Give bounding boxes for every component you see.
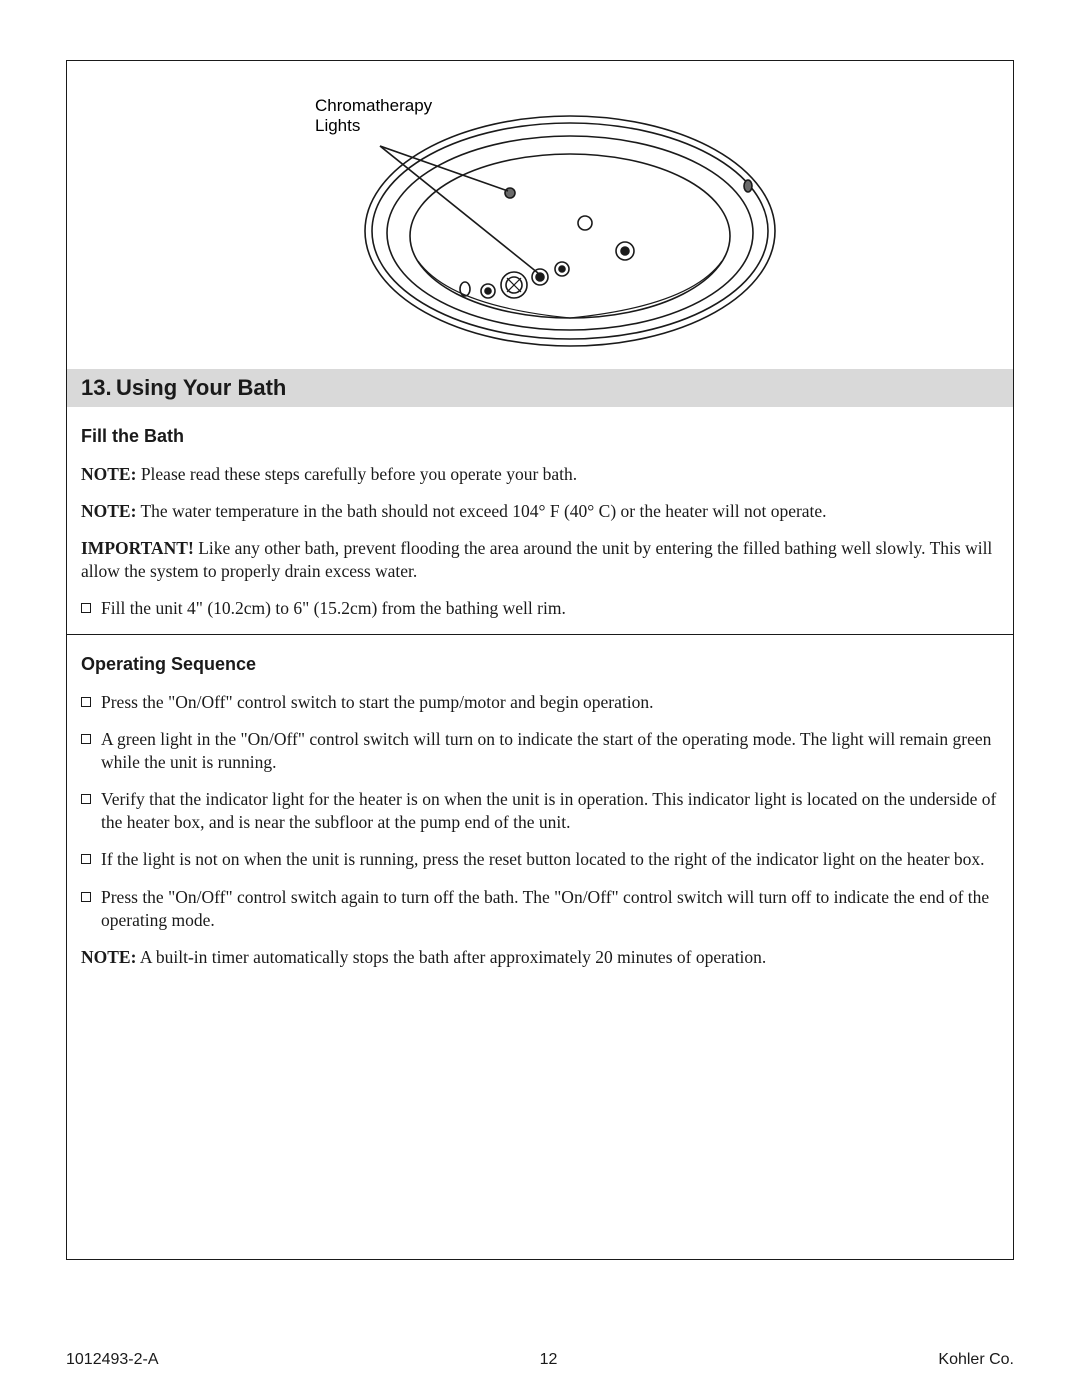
op-bullet-4-text: If the light is not on when the unit is … <box>101 848 999 871</box>
important-label: IMPORTANT! <box>81 538 194 558</box>
subheading-operating: Operating Sequence <box>81 653 999 677</box>
diagram-label-line1: Chromatherapy <box>315 96 433 115</box>
operating-note-text: A built-in timer automatically stops the… <box>136 947 766 967</box>
operating-note: NOTE: A built-in timer automatically sto… <box>81 946 999 969</box>
note-2-label: NOTE: <box>81 501 136 521</box>
bath-diagram: Chromatherapy Lights <box>300 71 780 361</box>
footer-doc-number: 1012493-2-A <box>66 1351 159 1369</box>
checkbox-icon <box>81 794 91 804</box>
diagram-container: Chromatherapy Lights <box>67 61 1013 369</box>
fill-bullet-1: Fill the unit 4" (10.2cm) to 6" (15.2cm)… <box>81 597 999 620</box>
operating-note-label: NOTE: <box>81 947 136 967</box>
checkbox-icon <box>81 892 91 902</box>
op-bullet-1: Press the "On/Off" control switch to sta… <box>81 691 999 714</box>
op-bullet-3: Verify that the indicator light for the … <box>81 788 999 834</box>
checkbox-icon <box>81 854 91 864</box>
op-bullet-2-text: A green light in the "On/Off" control sw… <box>101 728 999 774</box>
checkbox-icon <box>81 697 91 707</box>
checkbox-icon <box>81 734 91 744</box>
section-heading: 13. Using Your Bath <box>67 369 1013 407</box>
important-text: Like any other bath, prevent flooding th… <box>81 538 992 581</box>
op-bullet-2: A green light in the "On/Off" control sw… <box>81 728 999 774</box>
footer-page-number: 12 <box>540 1351 558 1369</box>
op-bullet-1-text: Press the "On/Off" control switch to sta… <box>101 691 999 714</box>
op-bullet-5-text: Press the "On/Off" control switch again … <box>101 886 999 932</box>
footer-company: Kohler Co. <box>938 1351 1014 1369</box>
op-bullet-5: Press the "On/Off" control switch again … <box>81 886 999 932</box>
subheading-fill-bath: Fill the Bath <box>81 425 999 449</box>
divider <box>67 634 1013 635</box>
section-body: Fill the Bath NOTE: Please read these st… <box>67 407 1013 997</box>
page-footer: 1012493-2-A 12 Kohler Co. <box>66 1351 1014 1369</box>
page: Chromatherapy Lights 13. Using Your Bath… <box>0 0 1080 1397</box>
note-2-text: The water temperature in the bath should… <box>136 501 826 521</box>
content-frame: Chromatherapy Lights 13. Using Your Bath… <box>66 60 1014 1260</box>
note-1-text: Please read these steps carefully before… <box>136 464 577 484</box>
op-bullet-4: If the light is not on when the unit is … <box>81 848 999 871</box>
diagram-label-line2: Lights <box>315 116 360 135</box>
section-number: 13. <box>81 375 112 400</box>
note-2: NOTE: The water temperature in the bath … <box>81 500 999 523</box>
section-title: Using Your Bath <box>116 375 286 400</box>
fill-bullet-1-text: Fill the unit 4" (10.2cm) to 6" (15.2cm)… <box>101 597 999 620</box>
checkbox-icon <box>81 603 91 613</box>
note-1-label: NOTE: <box>81 464 136 484</box>
important-note: IMPORTANT! Like any other bath, prevent … <box>81 537 999 583</box>
op-bullet-3-text: Verify that the indicator light for the … <box>101 788 999 834</box>
note-1: NOTE: Please read these steps carefully … <box>81 463 999 486</box>
